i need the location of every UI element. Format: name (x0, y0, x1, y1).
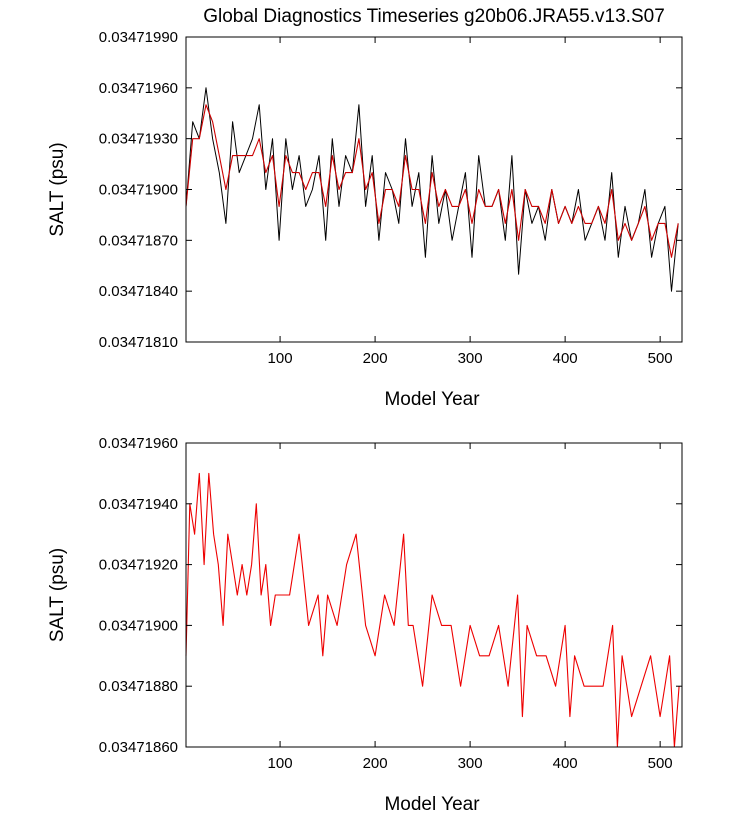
top-y-tick-label: 0.03471900 (99, 182, 178, 199)
top-x-tick-label: 500 (648, 350, 673, 367)
top-series-monthly (185, 87, 679, 292)
bottom-y-tick-label: 0.03471880 (99, 678, 178, 695)
bottom-y-tick-label: 0.03471860 (99, 739, 178, 756)
top-plot-frame (185, 36, 683, 343)
top-y-axis-label: SALT (psu) (47, 142, 68, 236)
bottom-plot-frame (185, 442, 683, 748)
top-y-tick-label: 0.03471990 (99, 29, 178, 46)
bottom-x-tick-label: 200 (363, 755, 388, 772)
bottom-x-tick-label: 400 (553, 755, 578, 772)
top-x-tick-label: 300 (458, 350, 483, 367)
bottom-x-tick-label: 500 (648, 755, 673, 772)
bottom-y-tick-label: 0.03471960 (99, 435, 178, 452)
bottom-lines (185, 472, 680, 748)
bottom-x-tick-label: 100 (268, 755, 293, 772)
top-y-tick-label: 0.03471870 (99, 232, 178, 249)
top-y-tick-label: 0.03471840 (99, 283, 178, 300)
chart-title: Global Diagnostics Timeseries g20b06.JRA… (203, 6, 665, 27)
top-ticks: 100 200 300 400 500 0.03471810 0.03471840 0.034… (99, 29, 682, 367)
top-x-tick-label: 400 (553, 350, 578, 367)
bottom-y-tick-label: 0.03471920 (99, 557, 178, 574)
bottom-x-tick-label: 300 (458, 755, 483, 772)
top-x-axis-label: Model Year (384, 389, 480, 410)
top-x-tick-label: 200 (363, 350, 388, 367)
top-y-tick-label: 0.03471930 (99, 131, 178, 148)
top-y-tick-label: 0.03471960 (99, 80, 178, 97)
bottom-y-tick-label: 0.03471900 (99, 617, 178, 634)
panel-top: 100 200 300 400 500 0.03471810 0.03471840 0.034… (47, 29, 683, 410)
bottom-y-axis-label: SALT (psu) (47, 548, 68, 642)
top-lines (185, 87, 679, 292)
bottom-series-annual (185, 472, 680, 748)
bottom-x-axis-label: Model Year (384, 794, 480, 815)
top-y-tick-label: 0.03471810 (99, 334, 178, 351)
panel-bottom: 100 200 300 400 500 0.03471860 0.03471880 0.034… (47, 435, 683, 815)
top-x-tick-label: 100 (268, 350, 293, 367)
bottom-ticks: 100 200 300 400 500 0.03471860 0.03471880 0.034… (99, 435, 682, 772)
top-series-annual (185, 104, 679, 258)
bottom-y-tick-label: 0.03471940 (99, 496, 178, 513)
